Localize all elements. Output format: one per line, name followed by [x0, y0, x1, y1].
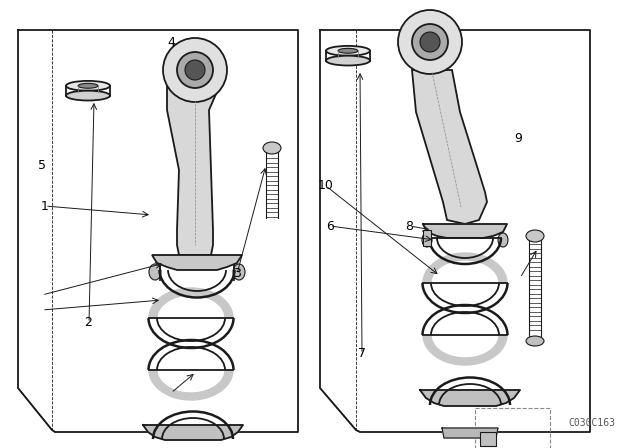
Circle shape [420, 32, 440, 52]
Text: 3: 3 [233, 267, 241, 280]
Polygon shape [423, 335, 507, 365]
Ellipse shape [422, 233, 432, 247]
FancyBboxPatch shape [480, 432, 496, 446]
Ellipse shape [78, 83, 98, 88]
Polygon shape [423, 224, 507, 238]
Ellipse shape [526, 336, 544, 346]
Circle shape [412, 24, 448, 60]
Text: 8: 8 [406, 220, 413, 233]
Polygon shape [152, 255, 242, 270]
Ellipse shape [233, 264, 245, 280]
Ellipse shape [526, 230, 544, 242]
Text: 5: 5 [38, 159, 45, 172]
Ellipse shape [149, 264, 161, 280]
Polygon shape [420, 390, 520, 406]
Polygon shape [423, 253, 507, 283]
Polygon shape [149, 288, 233, 318]
Polygon shape [143, 425, 243, 440]
Text: 7: 7 [358, 347, 365, 361]
Text: 2: 2 [84, 316, 92, 329]
Text: C030C163: C030C163 [568, 418, 615, 428]
Text: 4: 4 [168, 36, 175, 49]
Circle shape [177, 52, 213, 88]
Ellipse shape [498, 233, 508, 247]
Circle shape [185, 60, 205, 80]
Polygon shape [412, 70, 487, 224]
Text: 1: 1 [41, 199, 49, 213]
FancyBboxPatch shape [423, 230, 431, 246]
Circle shape [398, 10, 462, 74]
Ellipse shape [326, 46, 370, 56]
Circle shape [163, 38, 227, 102]
Text: 10: 10 [317, 179, 333, 193]
Ellipse shape [326, 56, 370, 65]
Ellipse shape [338, 48, 358, 53]
Ellipse shape [263, 142, 281, 154]
Text: 6: 6 [326, 220, 333, 233]
Text: 9: 9 [515, 132, 522, 146]
Polygon shape [149, 370, 233, 400]
Polygon shape [442, 428, 498, 438]
Ellipse shape [66, 90, 110, 100]
Ellipse shape [66, 81, 110, 90]
Polygon shape [167, 78, 223, 255]
